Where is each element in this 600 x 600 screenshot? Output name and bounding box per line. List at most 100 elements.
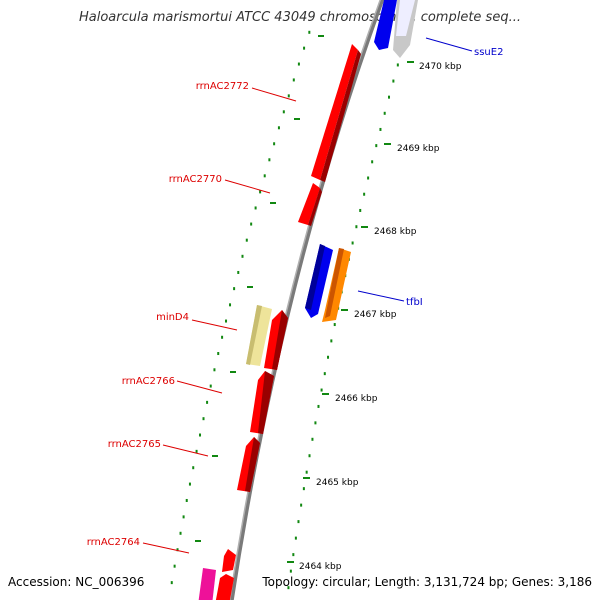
minor-tick-dot xyxy=(297,520,300,524)
tick-dots xyxy=(170,30,408,590)
minor-tick-dot xyxy=(308,454,311,458)
minor-tick-dot xyxy=(206,400,209,404)
gene-label-rrnAC2764[interactable]: rrnAC2764 xyxy=(87,537,140,548)
minor-tick-dot xyxy=(213,368,216,372)
feature-orange-shade xyxy=(325,248,344,318)
minor-tick-dot xyxy=(277,126,280,130)
summary-text: Topology: circular; Length: 3,131,724 bp… xyxy=(262,575,592,589)
minor-tick-dot xyxy=(199,433,202,437)
minor-tick-dot xyxy=(217,352,220,356)
minor-tick-dot xyxy=(250,222,253,226)
minor-tick-dot xyxy=(182,515,185,519)
feature-rrnAC2770-shade xyxy=(308,188,322,226)
minor-tick-dot xyxy=(314,421,317,425)
minor-tick-dot xyxy=(259,190,262,194)
minor-tick-dot xyxy=(273,142,276,146)
minor-tick-dot xyxy=(308,30,311,34)
minor-tick-dot xyxy=(202,417,205,421)
gene-label-rrnAC2765[interactable]: rrnAC2765 xyxy=(108,439,161,450)
minor-tick-dot xyxy=(311,437,314,441)
minor-tick-dot xyxy=(188,482,191,486)
tick-label-2467: 2467 kbp xyxy=(354,310,397,320)
gene-label-rrnAC2772[interactable]: rrnAC2772 xyxy=(196,81,249,92)
feature-tfbI-blue-shade xyxy=(305,244,325,310)
leader-rrnAC2764 xyxy=(142,542,190,554)
gene-label-minD4[interactable]: minD4 xyxy=(156,312,189,323)
minor-tick-dot xyxy=(245,238,248,242)
gene-label-rrnAC2770[interactable]: rrnAC2770 xyxy=(169,174,222,185)
gene-label-rrnAC2766[interactable]: rrnAC2766 xyxy=(122,376,175,387)
minor-tick-dot xyxy=(379,127,382,131)
minor-tick-dot xyxy=(305,470,308,474)
minor-tick-dot xyxy=(209,384,212,388)
minor-tick-dot xyxy=(192,466,195,470)
minor-tick-dot xyxy=(268,158,271,162)
minor-tick-dot xyxy=(176,548,179,552)
minor-tick-dot xyxy=(170,581,173,585)
leader-lines xyxy=(142,37,473,554)
minor-tick-dot xyxy=(375,144,378,148)
tick-label-2470: 2470 kbp xyxy=(419,62,462,72)
tick-label-2465: 2465 kbp xyxy=(316,478,359,488)
leader-rrnAC2772 xyxy=(251,87,297,102)
minor-tick-dot xyxy=(383,111,386,115)
minor-tick-dot xyxy=(254,206,257,210)
minor-tick-dot xyxy=(292,553,295,557)
minor-tick-dot xyxy=(303,46,306,50)
feature-blue-top[interactable] xyxy=(374,0,397,50)
feature-minD4-shade xyxy=(246,305,262,365)
minor-tick-dot xyxy=(287,94,290,98)
minor-tick-dot xyxy=(237,270,240,274)
minor-tick-dot xyxy=(333,323,336,327)
feature-magenta[interactable] xyxy=(198,568,216,600)
feature-red-bottom[interactable] xyxy=(215,574,234,600)
minor-tick-dot xyxy=(233,287,236,291)
minor-tick-dot xyxy=(323,372,326,376)
minor-tick-dot xyxy=(317,404,320,408)
minor-tick-dot xyxy=(179,531,182,535)
gene-label-tfbI[interactable]: tfbI xyxy=(406,297,423,308)
minor-tick-dot xyxy=(320,388,323,392)
minor-tick-dot xyxy=(287,586,290,590)
tick-label-2466: 2466 kbp xyxy=(335,394,378,404)
gene-label-ssuE2[interactable]: ssuE2 xyxy=(474,47,503,58)
minor-tick-dot xyxy=(355,225,358,229)
minor-tick-dot xyxy=(367,176,370,180)
minor-tick-dot xyxy=(396,63,399,67)
minor-tick-dot xyxy=(297,62,300,66)
feature-rrnAC2766-shade xyxy=(258,371,274,434)
feature-rrnAC2764[interactable] xyxy=(222,549,236,572)
minor-tick-dot xyxy=(282,110,285,114)
feature-rrnAC2765-shade xyxy=(245,437,260,492)
minor-tick-dot xyxy=(371,160,374,164)
leader-rrnAC2765 xyxy=(162,444,209,457)
leader-minD4 xyxy=(191,319,238,331)
minor-tick-dot xyxy=(263,174,266,178)
leader-rrnAC2766 xyxy=(176,380,223,394)
minor-tick-dot xyxy=(225,319,228,323)
minor-tick-dot xyxy=(351,241,354,245)
feature-rrnAC2770[interactable] xyxy=(298,183,320,225)
chromosome-backbone xyxy=(229,0,385,600)
tick-label-2469: 2469 kbp xyxy=(397,144,440,154)
tick-label-2464: 2464 kbp xyxy=(299,562,342,572)
chromosome-backbone-highlight xyxy=(229,0,381,600)
left-major-ticks xyxy=(195,35,324,542)
minor-tick-dot xyxy=(363,192,366,196)
minor-tick-dot xyxy=(185,498,188,502)
leader-rrnAC2770 xyxy=(224,179,271,194)
feature-rrnAC2772[interactable] xyxy=(311,44,358,180)
leader-ssuE2 xyxy=(425,37,473,52)
minor-tick-dot xyxy=(221,335,224,339)
minor-tick-dot xyxy=(392,79,395,83)
accession-text: Accession: NC_006396 xyxy=(8,575,145,589)
minor-tick-dot xyxy=(294,536,297,540)
tick-label-2468: 2468 kbp xyxy=(374,227,417,237)
minor-tick-dot xyxy=(300,503,303,507)
feature-red-minD4-adjacent-shade xyxy=(272,310,288,370)
minor-tick-dot xyxy=(327,355,330,359)
minor-tick-dot xyxy=(302,487,305,491)
minor-tick-dot xyxy=(195,449,198,453)
minor-tick-dot xyxy=(289,569,292,573)
minor-tick-dot xyxy=(292,78,295,82)
